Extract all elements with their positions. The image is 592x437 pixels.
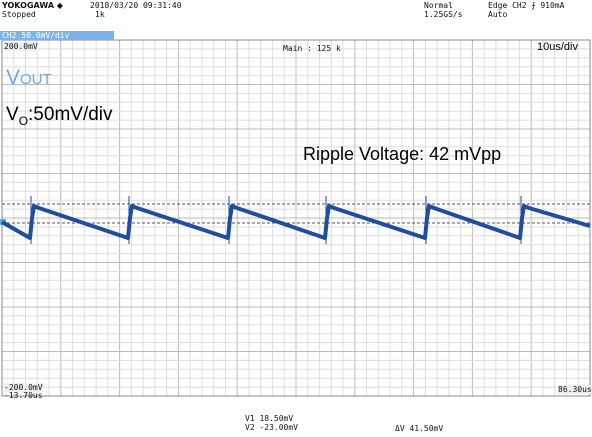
trigger-auto: Auto [488, 10, 508, 19]
scale-main: V [6, 104, 19, 125]
cursor-dv: ΔV 41.50mV [395, 424, 444, 433]
state: Stopped [2, 10, 36, 19]
ripple-label: Ripple Voltage: 42 mVpp [303, 144, 502, 164]
cursor-v1: V1 18.50mV [245, 414, 294, 423]
cursor-v2: V2 -23.00mV [245, 423, 298, 432]
scale-sub: O [18, 113, 29, 128]
count: 1k [95, 10, 105, 19]
datetime: 2018/03/20 09:31:40 [90, 1, 182, 10]
signal-main: V [6, 66, 21, 89]
zoom: Main : 125 k [283, 44, 341, 53]
timebase: 10us/div [537, 41, 578, 53]
time-start: -13.70us [4, 391, 43, 400]
sample-rate: 1.25GS/s [424, 10, 463, 19]
frame [1, 39, 591, 397]
scale-label: VO:50mV/div [6, 104, 113, 128]
scale-rest: :50mV/div [28, 104, 113, 125]
bottom-level: -200.0mV [4, 383, 43, 392]
signal-label: VOUT [6, 66, 52, 90]
channel-setting: CH2 50.0mV/div [0, 31, 114, 40]
trigger: Edge CH2 ⨍ 910mA [488, 1, 565, 10]
top-level: 200.0mV [4, 42, 38, 51]
signal-sub: OUT [20, 71, 52, 88]
waveform [1, 204, 591, 240]
time-end: 86.30us [558, 385, 592, 394]
trigger-mode-normal: Normal [424, 1, 453, 10]
brand: YOKOGAWA ◆ [2, 1, 63, 10]
